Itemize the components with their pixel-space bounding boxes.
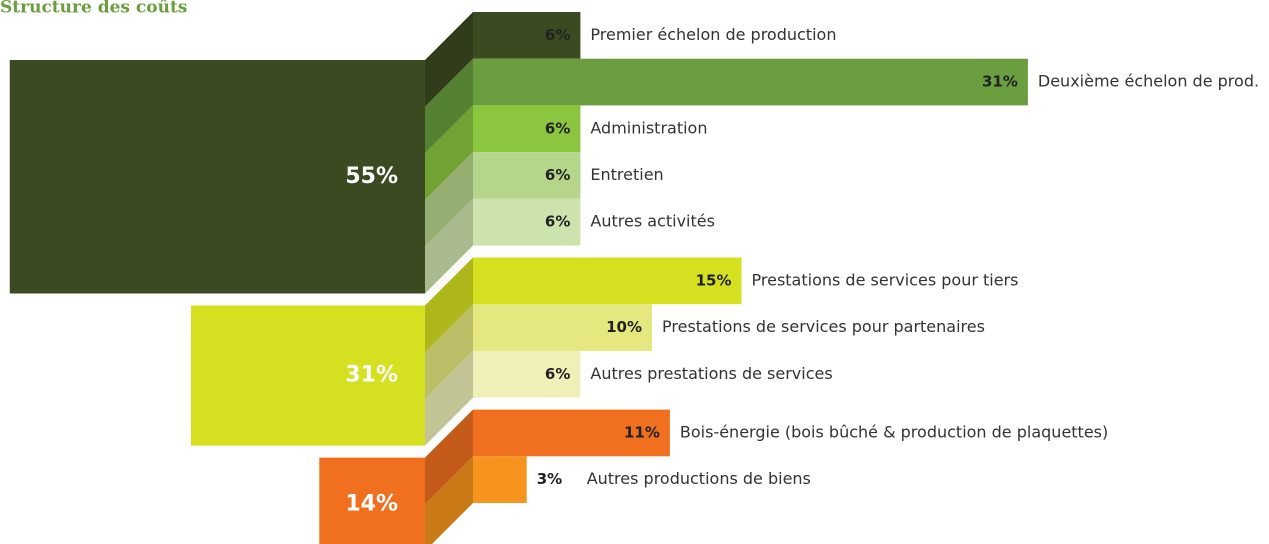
group-label: 31% (345, 363, 398, 388)
bar (473, 152, 581, 199)
bar (473, 409, 670, 457)
value-label: 10% (606, 318, 642, 336)
connector (425, 350, 473, 446)
connector-shade (425, 58, 473, 154)
value-label: 3% (537, 470, 562, 488)
group-box (319, 457, 425, 544)
item-label: Prestations de services pour partenaires (662, 317, 985, 336)
connector (425, 152, 473, 247)
group-label: 14% (345, 491, 398, 516)
item-label: Prestations de services pour tiers (752, 270, 1019, 289)
connector (425, 409, 473, 505)
connector (425, 456, 473, 544)
item-label: Autres prestations de services (590, 364, 832, 383)
connector (425, 58, 473, 154)
bar (473, 304, 652, 351)
value-label: 31% (982, 73, 1018, 91)
item-label: Deuxième échelon de prod. (1038, 72, 1259, 91)
value-label: 11% (624, 423, 660, 441)
value-label: 6% (545, 166, 570, 184)
chart-title: Structure des coûts (0, 0, 187, 18)
connector (425, 304, 473, 399)
group-label: 55% (345, 164, 398, 189)
connector (425, 257, 473, 353)
bar (473, 456, 527, 503)
connector-shade (425, 257, 473, 353)
group-box (190, 305, 425, 446)
group-box (9, 60, 425, 294)
item-label: Entretien (590, 165, 663, 184)
connector-shade (425, 105, 473, 201)
connector-shade (425, 152, 473, 247)
item-label: Autres activités (590, 212, 715, 231)
bar (473, 257, 742, 305)
connector-shade (425, 409, 473, 505)
connector (425, 105, 473, 201)
value-label: 6% (545, 365, 570, 383)
item-label: Bois-énergie (bois bûché & production de… (680, 422, 1108, 441)
connector (425, 198, 473, 294)
connector-shade (425, 456, 473, 544)
value-label: 6% (545, 26, 570, 44)
bar (473, 12, 581, 59)
connector-shade (425, 198, 473, 294)
bar (473, 58, 1028, 106)
connector (425, 12, 473, 107)
bar (473, 350, 581, 398)
connector-shade (425, 12, 473, 107)
value-label: 6% (545, 213, 570, 231)
item-label: Administration (590, 118, 707, 137)
bar (473, 105, 581, 153)
item-label: Autres productions de biens (587, 469, 811, 488)
bar (473, 198, 581, 246)
value-label: 6% (545, 119, 570, 137)
connector-shade (425, 350, 473, 446)
value-label: 15% (696, 271, 732, 289)
connector-shade (425, 304, 473, 399)
item-label: Premier échelon de production (590, 25, 836, 44)
